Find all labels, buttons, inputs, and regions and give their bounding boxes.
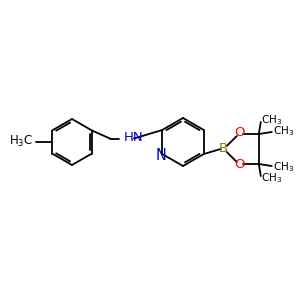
Text: HN: HN [124, 131, 143, 144]
Text: N: N [156, 148, 167, 164]
Text: O: O [235, 127, 245, 140]
Text: O: O [235, 158, 245, 172]
Text: CH$_3$: CH$_3$ [273, 160, 294, 174]
Text: CH$_3$: CH$_3$ [261, 171, 282, 185]
Text: H$_3$C: H$_3$C [9, 134, 33, 148]
Text: CH$_3$: CH$_3$ [261, 113, 282, 127]
Text: B: B [219, 142, 228, 154]
Text: CH$_3$: CH$_3$ [273, 124, 294, 138]
